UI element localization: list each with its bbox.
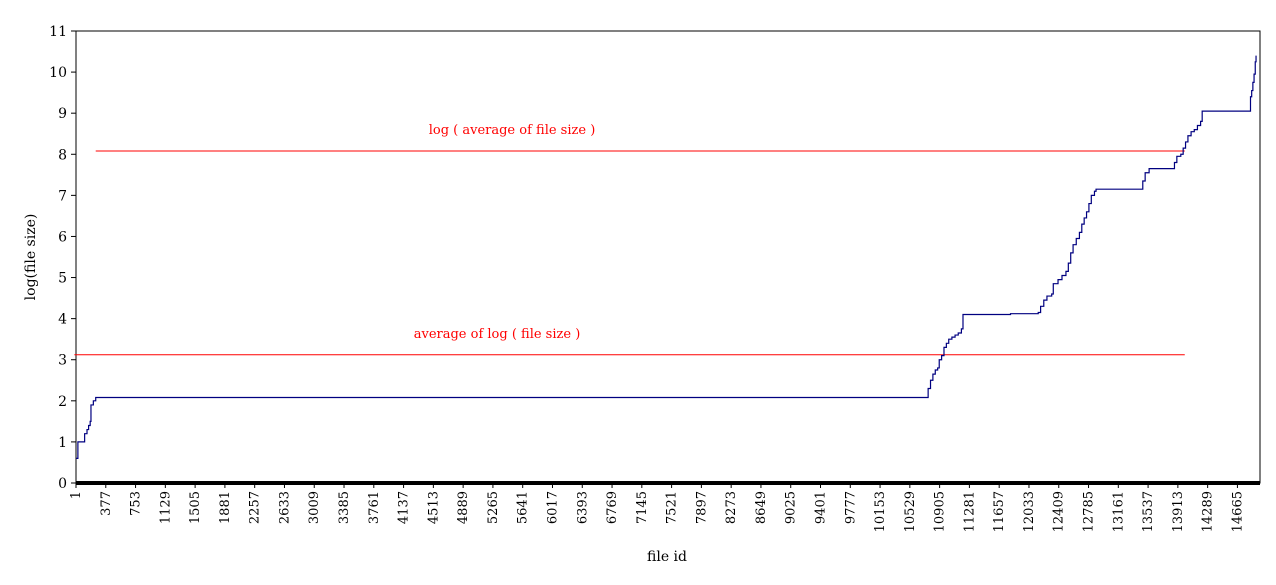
x-axis: 1 377 753 1129 1505 1881 2257 2633 3009 3385 3761 4…: [69, 483, 1245, 532]
y-tick-label: 4: [58, 312, 67, 328]
x-tick-label: 3009: [307, 491, 322, 524]
x-tick-label: 4889: [456, 491, 471, 524]
x-tick-label: 13537: [1141, 491, 1156, 532]
y-tick-label: 11: [49, 24, 67, 40]
plot-area: [75, 30, 1261, 484]
y-tick-label: 8: [58, 147, 67, 163]
x-tick-label: 9025: [784, 491, 799, 524]
y-tick-label: 7: [58, 188, 67, 204]
x-tick-label: 3385: [337, 491, 352, 524]
x-tick-label: 7897: [694, 491, 709, 524]
x-tick-label: 12409: [1052, 491, 1067, 532]
x-tick-label: 8273: [724, 491, 739, 524]
x-tick-label: 4513: [426, 491, 441, 524]
x-tick-label: 6769: [605, 491, 620, 524]
x-tick-label: 10529: [903, 491, 918, 532]
x-tick-label: 6017: [545, 491, 560, 524]
y-tick-label: 3: [58, 353, 67, 369]
x-tick-label: 14665: [1230, 491, 1245, 532]
y-tick-label: 1: [58, 435, 67, 451]
x-tick-label: 13161: [1111, 491, 1126, 532]
x-tick-label: 753: [129, 491, 144, 516]
x-tick-label: 9777: [843, 491, 858, 524]
x-tick-label: 5265: [486, 491, 501, 524]
x-tick-label: 7145: [635, 491, 650, 524]
x-tick-label: 14289: [1201, 491, 1216, 532]
x-tick-label: 10905: [933, 491, 948, 532]
y-axis: 0 1 2 3 4 5 6 7 8 9 10 11: [49, 24, 76, 492]
y-tick-label: 0: [58, 476, 67, 492]
reference-line-label: log ( average of file size ): [429, 123, 596, 138]
y-axis-title: log(file size): [23, 214, 39, 301]
x-tick-label: 12785: [1082, 491, 1097, 532]
x-tick-label: 11281: [962, 491, 977, 532]
reference-line-label: average of log ( file size ): [414, 327, 581, 342]
x-tick-label: 7521: [665, 491, 680, 524]
y-tick-label: 9: [58, 106, 67, 122]
series-line: [76, 55, 1257, 459]
x-tick-label: 2633: [277, 491, 292, 524]
x-tick-label: 9401: [814, 491, 829, 524]
x-tick-label: 11657: [992, 491, 1007, 532]
x-tick-label: 1: [69, 491, 84, 499]
x-tick-label: 1881: [218, 491, 233, 524]
x-tick-label: 4137: [397, 491, 412, 524]
reference-lines: log ( average of file size ) average of l…: [74, 123, 1185, 356]
x-tick-label: 1505: [188, 491, 203, 524]
y-tick-label: 10: [49, 65, 67, 81]
x-tick-label: 1129: [158, 491, 173, 524]
x-tick-label: 377: [99, 491, 114, 516]
series-group: [76, 55, 1257, 459]
x-tick-label: 3761: [367, 491, 382, 524]
x-tick-label: 12033: [1022, 491, 1037, 532]
x-tick-label: 13913: [1171, 491, 1186, 532]
y-tick-label: 5: [58, 271, 67, 287]
x-tick-label: 5641: [516, 491, 531, 524]
y-tick-label: 6: [58, 229, 67, 245]
x-tick-label: 10153: [873, 491, 888, 532]
x-axis-title: file id: [647, 549, 687, 565]
y-tick-label: 2: [58, 394, 67, 410]
x-tick-label: 6393: [575, 491, 590, 524]
x-tick-label: 8649: [754, 491, 769, 524]
x-tick-label: 2257: [248, 491, 263, 524]
